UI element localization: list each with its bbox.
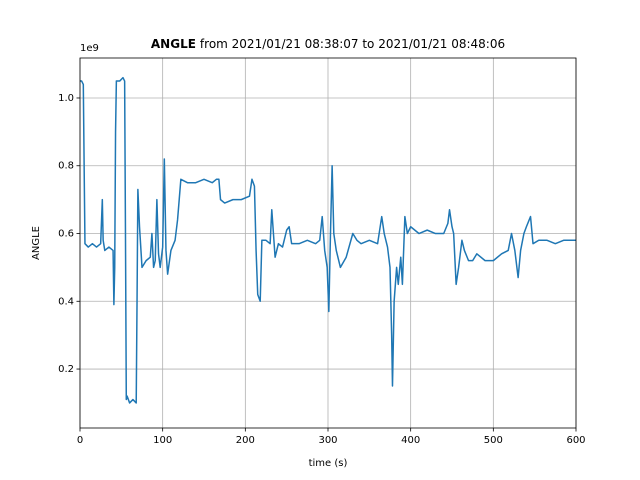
- y-tick-label: 1.0: [58, 93, 74, 104]
- x-tick-label: 200: [236, 435, 255, 446]
- y-tick-label: 0.2: [58, 364, 74, 375]
- title-rest: from 2021/01/21 08:38:07 to 2021/01/21 0…: [200, 37, 505, 51]
- ticks: 0 100 200 300 400 500 600 0.2 0.4 0.6 0.8 1.0: [58, 93, 585, 446]
- x-tick-label: 0: [77, 435, 83, 446]
- x-axis-label: time (s): [309, 458, 348, 469]
- title-bold: ANGLE: [151, 37, 196, 51]
- y-axis-label: ANGLE: [31, 226, 42, 260]
- x-tick-label: 500: [484, 435, 503, 446]
- y-tick-label: 0.8: [58, 161, 74, 172]
- x-tick-label: 300: [318, 435, 337, 446]
- y-offset-label: 1e9: [80, 43, 99, 54]
- y-tick-label: 0.6: [58, 229, 74, 240]
- x-tick-label: 100: [153, 435, 172, 446]
- chart-title: ANGLE from 2021/01/21 08:38:07 to 2021/01…: [151, 37, 505, 51]
- plot: [80, 76, 576, 404]
- y-tick-label: 0.4: [58, 296, 74, 307]
- x-tick-label: 400: [401, 435, 420, 446]
- data-line: [80, 76, 576, 404]
- x-tick-label: 600: [566, 435, 585, 446]
